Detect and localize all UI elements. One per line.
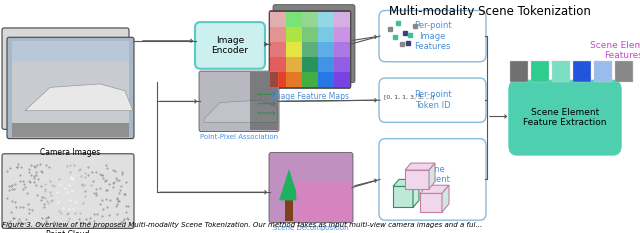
- Bar: [12, 123, 129, 137]
- FancyBboxPatch shape: [2, 28, 129, 129]
- Polygon shape: [204, 100, 278, 122]
- Text: Point Cloud: Point Cloud: [46, 230, 90, 233]
- Bar: [510, 61, 528, 82]
- Bar: [302, 57, 318, 72]
- FancyBboxPatch shape: [269, 10, 351, 89]
- Bar: [12, 41, 129, 61]
- FancyBboxPatch shape: [273, 5, 355, 83]
- Bar: [334, 57, 350, 72]
- Polygon shape: [442, 185, 449, 212]
- Bar: [334, 12, 350, 27]
- Bar: [393, 186, 413, 207]
- FancyBboxPatch shape: [269, 153, 353, 223]
- FancyBboxPatch shape: [2, 154, 134, 228]
- Text: Point-Pixel Association: Point-Pixel Association: [200, 134, 278, 140]
- Bar: [531, 61, 549, 82]
- Bar: [302, 42, 318, 57]
- Bar: [270, 42, 286, 57]
- Text: Per-point
Token ID: Per-point Token ID: [413, 90, 451, 110]
- Bar: [405, 170, 429, 189]
- Bar: [302, 72, 318, 87]
- Bar: [334, 27, 350, 42]
- Text: Multi-modality Scene Tokenization: Multi-modality Scene Tokenization: [389, 5, 591, 18]
- Text: Scene Element
Features: Scene Element Features: [590, 41, 640, 60]
- Bar: [318, 42, 334, 57]
- Bar: [318, 12, 334, 27]
- FancyBboxPatch shape: [379, 78, 486, 122]
- Text: Camera Images: Camera Images: [40, 148, 100, 157]
- Text: Scene Decomposition: Scene Decomposition: [273, 225, 349, 231]
- Bar: [286, 27, 302, 42]
- Bar: [594, 61, 612, 82]
- FancyBboxPatch shape: [379, 139, 486, 220]
- Bar: [286, 57, 302, 72]
- Bar: [573, 61, 591, 82]
- Bar: [302, 27, 318, 42]
- Bar: [302, 12, 318, 27]
- Bar: [286, 42, 302, 57]
- FancyBboxPatch shape: [509, 80, 621, 155]
- Bar: [286, 72, 302, 87]
- Text: Image
Encoder: Image Encoder: [211, 36, 248, 55]
- Polygon shape: [393, 179, 419, 186]
- Polygon shape: [25, 84, 133, 111]
- Bar: [334, 42, 350, 57]
- Bar: [286, 12, 302, 27]
- Bar: [296, 181, 351, 221]
- FancyBboxPatch shape: [199, 71, 279, 132]
- Bar: [318, 72, 334, 87]
- Bar: [270, 27, 286, 42]
- Bar: [318, 27, 334, 42]
- Bar: [334, 72, 350, 87]
- FancyBboxPatch shape: [379, 10, 486, 62]
- Bar: [318, 57, 334, 72]
- FancyBboxPatch shape: [195, 22, 265, 69]
- Text: Scene
Element
Boxes: Scene Element Boxes: [415, 164, 450, 194]
- Bar: [270, 72, 286, 87]
- Bar: [12, 58, 129, 128]
- Polygon shape: [405, 163, 435, 170]
- Bar: [270, 57, 286, 72]
- Text: Scene Element
Feature Extraction: Scene Element Feature Extraction: [524, 108, 607, 127]
- Polygon shape: [413, 179, 419, 207]
- Text: [0, 1, 1, 3, 5, ...]: [0, 1, 1, 3, 5, ...]: [384, 94, 435, 99]
- Bar: [270, 12, 286, 27]
- Bar: [420, 193, 442, 212]
- Polygon shape: [279, 169, 299, 200]
- Bar: [285, 198, 293, 221]
- FancyBboxPatch shape: [7, 37, 134, 139]
- Polygon shape: [429, 163, 435, 189]
- Bar: [615, 61, 633, 82]
- Text: Image Feature Maps: Image Feature Maps: [271, 92, 349, 101]
- Text: Figure 3. Overview of the proposed Multi-modality Scene Tokenization. Our method: Figure 3. Overview of the proposed Multi…: [2, 222, 483, 228]
- Polygon shape: [420, 185, 449, 193]
- Bar: [552, 61, 570, 82]
- Bar: [250, 72, 278, 130]
- Text: Per-point
Image
Features: Per-point Image Features: [413, 21, 451, 51]
